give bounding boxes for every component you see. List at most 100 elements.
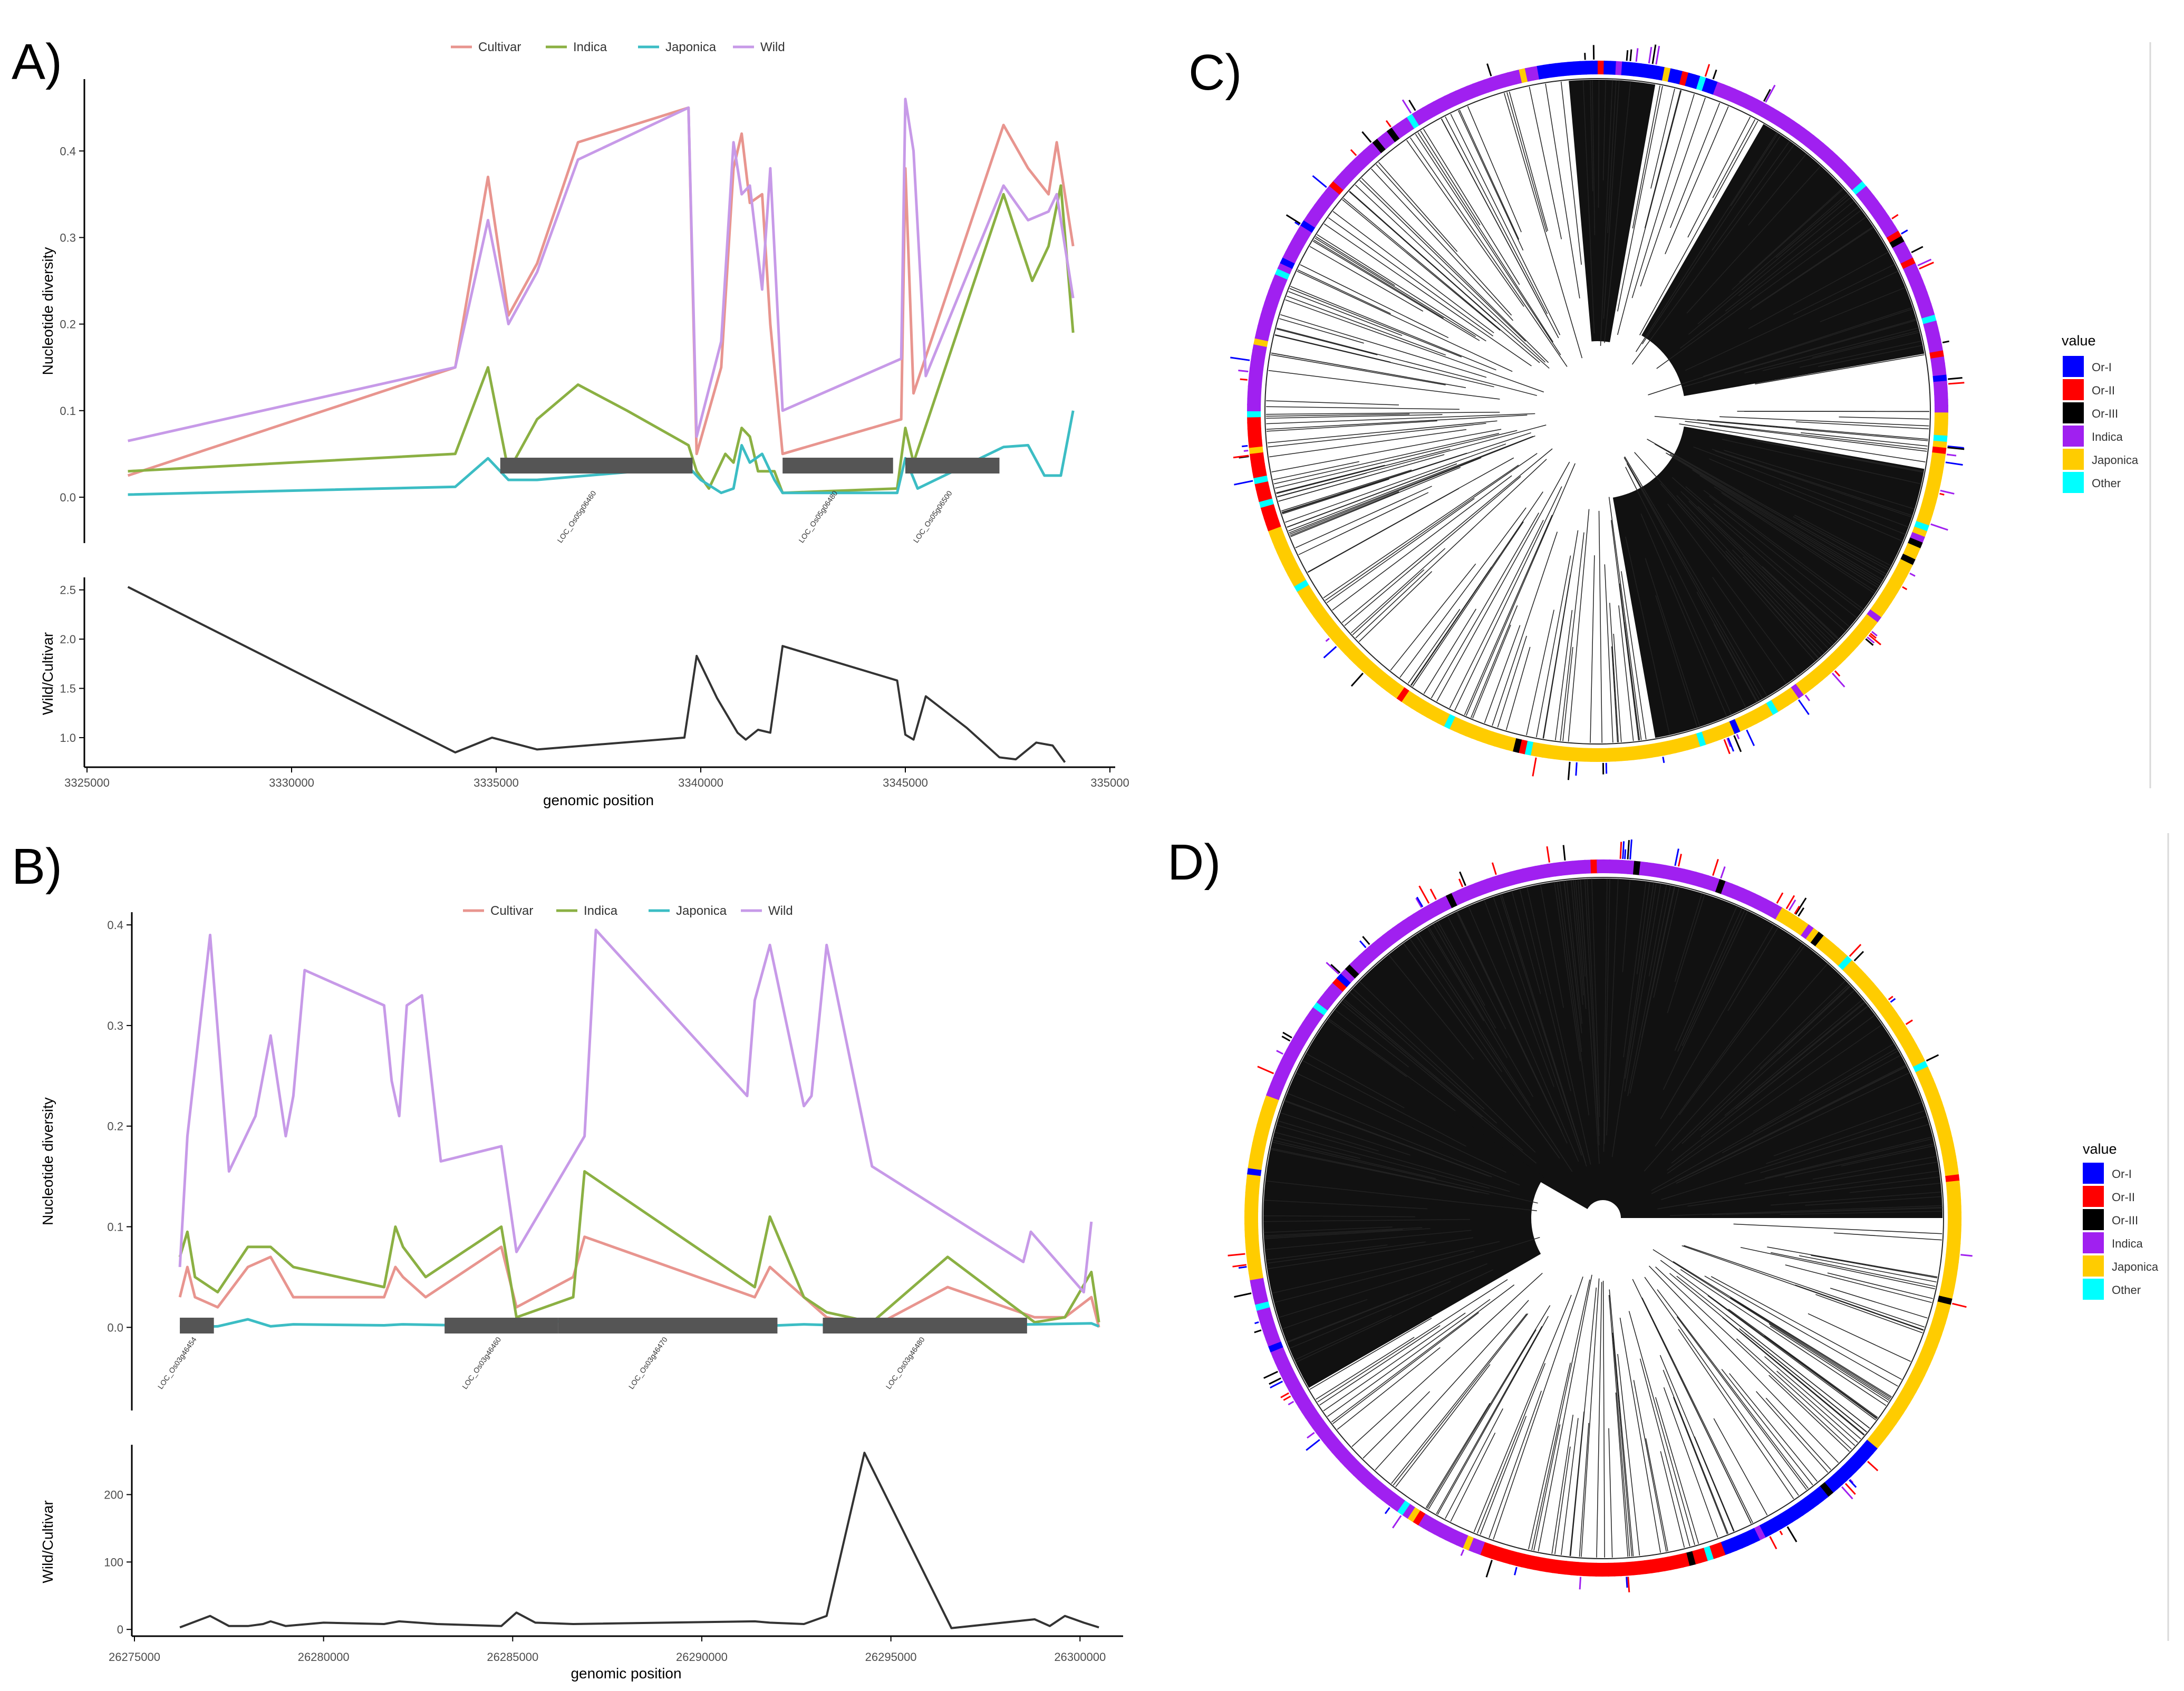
tree-inner-circle [1264, 78, 1931, 745]
panel-a-legend: Cultivar Indica Japonica Wild [451, 40, 785, 54]
tree-outer-tick [1584, 53, 1586, 60]
tree-ring-segment [1244, 1229, 1259, 1237]
tree-ring-segment [1813, 665, 1828, 681]
ratio-y-axis-title: Wild/Cultivar [40, 632, 56, 715]
tree-branch [1607, 80, 1617, 234]
tree-ring-segment [1907, 1049, 1923, 1063]
tree-branch [1409, 938, 1503, 1072]
series-line-wild [178, 929, 1093, 1294]
tree-ring-segment [1416, 699, 1429, 715]
tree-branch [1679, 209, 1862, 349]
ratio-line [179, 1452, 1099, 1629]
tree-ring-segment [1885, 1410, 1900, 1425]
tree-outer-tick [1627, 840, 1630, 859]
gene-bar [905, 458, 1000, 474]
tree-branch [1390, 563, 1476, 671]
tree-branch [1733, 1223, 1943, 1234]
tree-ring-segment [1406, 1506, 1420, 1522]
tree-ring-segment [1784, 1507, 1799, 1523]
tree-branch [1399, 507, 1526, 678]
tree-outer-tick [1624, 849, 1627, 859]
tree-ring-segment [1336, 1447, 1351, 1463]
tree-branch [1697, 419, 1928, 440]
tree-ring-segment [1723, 721, 1735, 737]
tree-branch [1624, 456, 1768, 697]
x-tick-label: 26295000 [865, 1650, 917, 1664]
tree-branch [1590, 80, 1593, 191]
tree-branch [1526, 887, 1591, 1165]
legend-label-other: Other [2092, 477, 2121, 490]
tree-branch [1342, 199, 1501, 331]
tree-branch [1497, 635, 1528, 728]
tree-ring-segment [1451, 890, 1464, 906]
tree-branch [1276, 1124, 1510, 1192]
tree-branch [1673, 1397, 1728, 1534]
gene-label: LOC_Os03g46480 [884, 1335, 926, 1390]
tree-branch [1799, 1255, 1937, 1283]
tree-ring-segment [1433, 1522, 1447, 1538]
tree-ring-segment [1748, 893, 1762, 909]
tree-ring-segment [1294, 1394, 1311, 1408]
tree-ring-segment [1870, 1430, 1886, 1445]
tree-branch [1471, 605, 1518, 718]
tree-ring-segment [1785, 687, 1799, 703]
panel-a-label: A) [12, 34, 62, 90]
tree-branch [1659, 1355, 1734, 1532]
tree-ring-segment [1731, 1535, 1743, 1551]
tree-ring-segment [1726, 883, 1738, 899]
tree-ring-segment [1805, 927, 1820, 944]
tree-ring-segment [1590, 859, 1598, 874]
tree-ring-segment [1424, 904, 1437, 920]
tree-ring-segment [1805, 134, 1820, 150]
tree-branch [1445, 116, 1548, 314]
tree-outer-tick [1361, 131, 1372, 143]
tree-ring-segment [1345, 162, 1360, 178]
tree-ring-segment [1810, 931, 1825, 948]
tree-outer-tick [1804, 694, 1811, 701]
tree-ring-segment [1779, 1510, 1793, 1526]
tree-ring-segment [1277, 547, 1292, 560]
tree-ring-segment [1272, 1351, 1288, 1364]
tree-ring-segment [1765, 901, 1778, 917]
tree-ring-segment [1766, 108, 1780, 123]
tree-outer-tick [1627, 1577, 1630, 1592]
tree-outer-tick [1269, 1377, 1281, 1385]
tree-branch [1633, 1380, 1667, 1552]
tree-branch [1276, 465, 1385, 494]
tree-branch [1696, 592, 1758, 702]
tree-branch [1671, 477, 1847, 632]
tree-branch [1391, 1313, 1527, 1484]
tree-ring-segment [1598, 61, 1605, 75]
tree-branch [1359, 180, 1526, 342]
tree-branch [1669, 1273, 1865, 1435]
tree-ring-segment [1357, 1469, 1373, 1485]
tree-branch [1793, 264, 1896, 315]
tree-branch [1288, 291, 1403, 336]
tree-outer-tick [1384, 1507, 1390, 1514]
legend-swatch-indica [2083, 1232, 2104, 1253]
tree-ring-segment [1412, 110, 1425, 126]
tree-ring-segment [1790, 683, 1804, 700]
tree-branch [1801, 432, 1928, 447]
tree-branch [1613, 633, 1622, 742]
tree-ring-segment [1279, 553, 1295, 565]
tree-outer-tick [1720, 866, 1726, 879]
tree-ring-segment [1283, 1048, 1299, 1062]
tree-ring-segment [1740, 93, 1753, 109]
tree-ring-segment [1324, 622, 1340, 637]
tree-ring-segment [1391, 123, 1406, 139]
tree-outer-tick [1306, 1439, 1320, 1451]
tree-ring-segment [1270, 1346, 1286, 1358]
tree-ring-segment [1284, 563, 1300, 576]
tree-ring-segment [1340, 968, 1356, 983]
tree-ring-segment [1410, 696, 1424, 712]
tree-ring-segment [1839, 641, 1854, 656]
tree-outer-tick [1795, 897, 1807, 915]
tree-branch [1671, 980, 1846, 1151]
x-tick-label: 26275000 [109, 1650, 160, 1664]
tree-branch [1612, 1332, 1632, 1557]
tree-branch [1756, 440, 1924, 473]
tree-branch [1274, 433, 1500, 485]
legend-label-indica: Indica [573, 40, 607, 54]
tree-branch [1327, 1019, 1407, 1077]
